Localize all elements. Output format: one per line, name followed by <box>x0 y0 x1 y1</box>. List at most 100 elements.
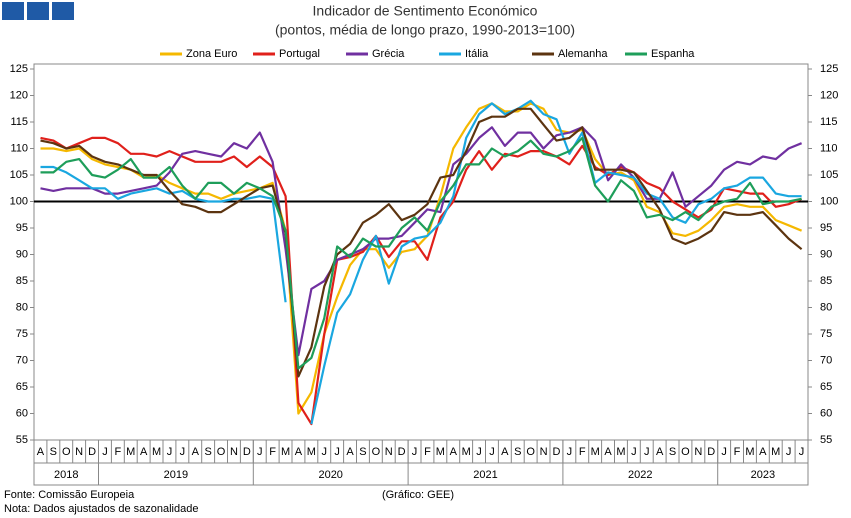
x-tick-label: M <box>771 446 780 458</box>
y-tick-label: 115 <box>10 116 28 128</box>
x-tick-label: S <box>514 446 521 458</box>
x-tick-label: J <box>322 446 328 458</box>
y2-tick-label: 85 <box>820 275 832 287</box>
x-tick-label: J <box>786 446 792 458</box>
x-tick-label: A <box>656 446 664 458</box>
x-tick-label: S <box>204 446 211 458</box>
chart-subtitle: (pontos, média de longo prazo, 1990-2013… <box>275 22 575 38</box>
y-tick-label: 70 <box>16 354 28 366</box>
x-tick-label: F <box>579 446 586 458</box>
series-line <box>40 136 803 426</box>
y-tick-label: 85 <box>16 275 28 287</box>
series-line <box>40 136 802 370</box>
x-tick-label: M <box>152 446 161 458</box>
y2-tick-label: 70 <box>820 354 832 366</box>
x-tick-label: N <box>694 446 702 458</box>
y-tick-label: 75 <box>16 328 28 340</box>
x-tick-label: J <box>721 446 727 458</box>
x-tick-label: A <box>759 446 767 458</box>
x-tick-label: M <box>616 446 625 458</box>
x-tick-label: M <box>745 446 754 458</box>
x-tick-label: M <box>462 446 471 458</box>
x-tick-label: J <box>489 446 495 458</box>
x-tick-label: J <box>334 446 340 458</box>
x-tick-label: M <box>591 446 600 458</box>
y2-tick-label: 65 <box>820 381 832 393</box>
x-tick-label: O <box>62 446 71 458</box>
series-line <box>40 102 803 415</box>
x-tick-label: D <box>707 446 715 458</box>
legend-label: Zona Euro <box>186 48 237 60</box>
x-tick-label: M <box>436 446 445 458</box>
x-tick-label: F <box>424 446 431 458</box>
x-tick-label: S <box>669 446 676 458</box>
x-tick-label: O <box>372 446 381 458</box>
year-label: 2020 <box>318 469 342 481</box>
y-tick-label: 105 <box>10 169 28 181</box>
year-label: 2022 <box>628 469 652 481</box>
note: Nota: Dados ajustados de sazonalidade <box>4 503 198 515</box>
x-tick-label: N <box>230 446 238 458</box>
year-label: 2018 <box>54 469 78 481</box>
x-tick-label: A <box>295 446 303 458</box>
y-tick-label: 95 <box>16 222 28 234</box>
x-tick-label: J <box>412 446 418 458</box>
y2-tick-label: 55 <box>820 434 832 446</box>
credit: (Gráfico: GEE) <box>382 489 454 501</box>
x-tick-label: J <box>102 446 108 458</box>
legend-label: Espanha <box>651 48 695 60</box>
year-label: 2023 <box>751 469 775 481</box>
x-tick-label: J <box>644 446 650 458</box>
y2-tick-label: 90 <box>820 248 832 260</box>
x-tick-label: F <box>734 446 741 458</box>
y-tick-label: 80 <box>16 301 28 313</box>
x-tick-label: M <box>281 446 290 458</box>
legend-label: Portugal <box>279 48 320 60</box>
series-line <box>40 99 802 425</box>
y2-tick-label: 95 <box>820 222 832 234</box>
year-label: 2021 <box>473 469 497 481</box>
y-tick-label: 65 <box>16 381 28 393</box>
x-tick-label: A <box>346 446 354 458</box>
logo-block <box>27 2 49 20</box>
y2-tick-label: 75 <box>820 328 832 340</box>
y-tick-label: 90 <box>16 248 28 260</box>
x-tick-label: M <box>307 446 316 458</box>
x-tick-label: D <box>398 446 406 458</box>
legend-label: Itália <box>465 48 489 60</box>
x-tick-label: J <box>476 446 482 458</box>
x-tick-label: N <box>540 446 548 458</box>
source: Fonte: Comissão Europeia <box>4 489 135 501</box>
y-tick-label: 60 <box>16 407 28 419</box>
x-tick-label: D <box>552 446 560 458</box>
y-tick-label: 125 <box>10 63 28 75</box>
series-line <box>40 126 803 357</box>
x-tick-label: A <box>450 446 458 458</box>
x-tick-label: F <box>114 446 121 458</box>
x-tick-label: J <box>180 446 186 458</box>
x-tick-label: A <box>501 446 509 458</box>
logo-block <box>2 2 24 20</box>
x-tick-label: S <box>359 446 366 458</box>
legend-label: Grécia <box>372 48 405 60</box>
logo-block <box>52 2 74 20</box>
y-tick-label: 55 <box>16 434 28 446</box>
x-tick-label: N <box>75 446 83 458</box>
x-tick-label: A <box>37 446 45 458</box>
series-line <box>40 107 803 378</box>
x-tick-label: J <box>167 446 173 458</box>
y2-tick-label: 100 <box>820 195 838 207</box>
y2-tick-label: 125 <box>820 63 838 75</box>
y2-tick-label: 115 <box>820 116 838 128</box>
y2-tick-label: 110 <box>820 142 838 154</box>
x-tick-label: D <box>243 446 251 458</box>
y2-tick-label: 80 <box>820 301 832 313</box>
y-tick-label: 110 <box>10 142 28 154</box>
x-tick-label: J <box>257 446 263 458</box>
x-tick-label: A <box>140 446 148 458</box>
legend-label: Alemanha <box>558 48 608 60</box>
x-tick-label: J <box>631 446 637 458</box>
x-tick-label: J <box>799 446 805 458</box>
